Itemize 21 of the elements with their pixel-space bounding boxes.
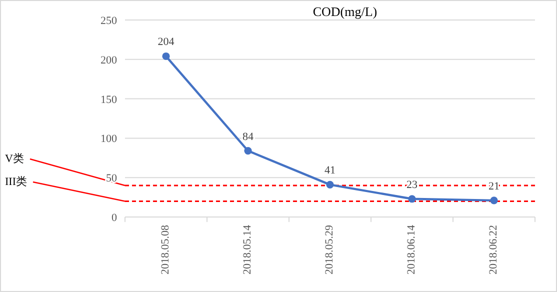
ref-line-label: III类: [5, 175, 27, 188]
y-tick-label: 0: [112, 212, 118, 224]
data-label: 204: [158, 36, 175, 48]
point: [326, 180, 334, 188]
point: [408, 195, 416, 203]
x-tick-label: 2018.05.29: [324, 224, 336, 274]
y-tick-label: 100: [100, 133, 118, 146]
y-tick-label: 200: [100, 54, 118, 66]
chart-title: COD(mg/L): [312, 4, 378, 19]
x-tick-label: 2018.06.14: [406, 224, 418, 274]
ref-line-label: V类: [5, 152, 24, 165]
point: [244, 147, 252, 155]
x-tick-label: 2018.05.14: [242, 224, 254, 274]
point: [162, 52, 170, 60]
y-tick-label: 150: [100, 94, 118, 106]
y-tick-label: 250: [100, 15, 118, 27]
data-label: 41: [324, 164, 336, 177]
point: [490, 196, 498, 204]
data-label: 84: [242, 130, 254, 143]
x-tick-label: 2018.06.22: [488, 225, 500, 274]
x-tick-label: 2018.05.08: [160, 224, 172, 274]
